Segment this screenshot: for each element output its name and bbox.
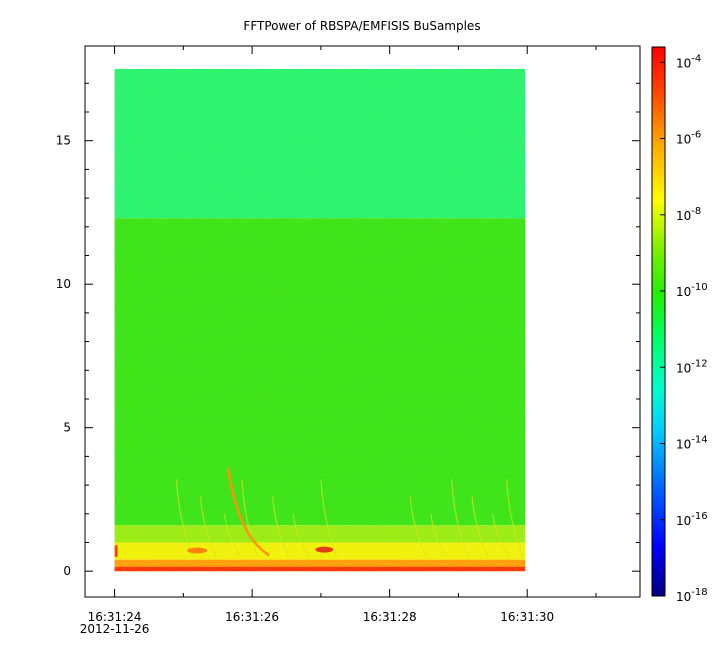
colorbar-tick-label: 10-12 [676, 358, 708, 375]
x-tick-label: 16:31:24 [88, 610, 142, 624]
colorbar-tick-label: 10-14 [676, 435, 708, 452]
colorbar: 10-4 10-6 10-8 10-10 10-12 10-14 10-16 10-18 [651, 46, 708, 604]
y-tick-label: 15 [56, 134, 71, 148]
x-tick-label: 16:31:28 [363, 610, 417, 624]
x-tick-label: 16:31:30 [500, 610, 554, 624]
y-tick-label: 0 [63, 564, 71, 578]
x-tick-label: 16:31:26 [225, 610, 279, 624]
chart-title: FFTPower of RBSPA/EMFISIS BuSamples [243, 19, 480, 33]
colorbar-tick-label: 10-6 [676, 130, 701, 147]
colorbar-tick-label: 10-4 [676, 53, 701, 70]
colorbar-tick-label: 10-10 [676, 282, 708, 299]
y-tick-label: 10 [56, 277, 71, 291]
colorbar-tick-label: 10-18 [676, 587, 708, 604]
x-tick-sublabel-date: 2012-11-26 [80, 622, 150, 636]
colorbar-ticks: 10-4 10-6 10-8 10-10 10-12 10-14 10-16 10-18 [660, 53, 708, 604]
colorbar-tick-label: 10-16 [676, 511, 708, 528]
colorbar-tick-label: 10-8 [676, 206, 701, 223]
spectrogram-noise-texture [114, 68, 526, 572]
y-axis: 0 5 10 15 [56, 82, 640, 578]
colorbar-gradient [651, 46, 666, 597]
y-tick-label: 5 [63, 421, 71, 435]
